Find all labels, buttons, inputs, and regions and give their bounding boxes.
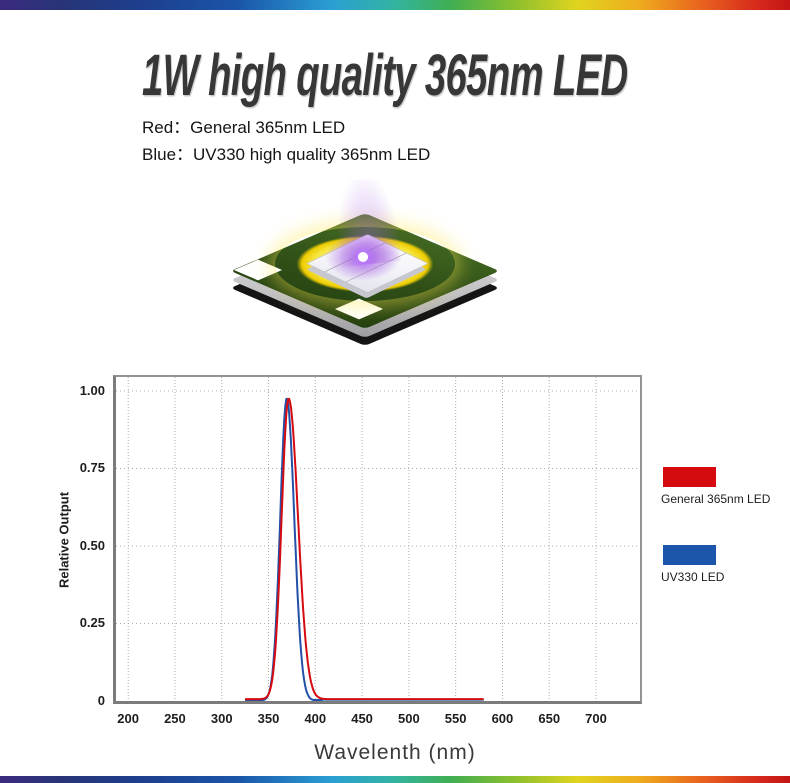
y-tick-label: 1.00: [79, 382, 105, 398]
legend-label-blue: UV330 LED: [661, 570, 725, 584]
x-tick-label: 700: [585, 711, 607, 726]
x-tick-label: 450: [351, 711, 373, 726]
legend-label-red: General 365nm LED: [661, 492, 771, 506]
x-tick-label: 350: [257, 711, 280, 726]
x-axis-title: Wavelenth (nm): [314, 741, 476, 764]
y-tick-label: 0.25: [79, 615, 105, 631]
legend-description: Red：General 365nm LED Blue：UV330 high qu…: [142, 114, 430, 168]
legend-swatch-red: [663, 467, 716, 487]
page-title: 1W high quality 365nm LED: [142, 43, 628, 108]
x-tick-label: 400: [304, 711, 327, 726]
x-tick-label: 300: [210, 711, 233, 726]
x-tick-label: 500: [398, 711, 420, 726]
led-chip-illustration: [225, 176, 505, 350]
general-led-curve: [245, 397, 484, 701]
y-tick-label: 0.50: [79, 537, 105, 553]
bottom-rainbow-bar: [0, 776, 790, 783]
red-series-description: Red：General 365nm LED: [142, 118, 346, 137]
plot-area: [113, 375, 642, 704]
x-tick-label: 650: [538, 711, 561, 726]
x-tick-label: 550: [444, 711, 467, 726]
y-tick-label: 0: [97, 693, 105, 708]
x-tick-label: 250: [164, 711, 186, 726]
legend-swatch-blue: [663, 545, 716, 565]
y-tick-label: 0.75: [79, 460, 105, 476]
top-rainbow-bar: [0, 0, 790, 10]
spectrum-svg: [116, 377, 640, 701]
x-tick-labels: 200 250 300 350 400 450 500 550 600 650 700: [0, 711, 790, 729]
x-tick-label: 200: [117, 711, 139, 726]
blue-series-description: Blue：UV330 high quality 365nm LED: [142, 145, 431, 164]
x-tick-label: 600: [491, 711, 514, 726]
uv-emitter-dot: [358, 252, 368, 262]
